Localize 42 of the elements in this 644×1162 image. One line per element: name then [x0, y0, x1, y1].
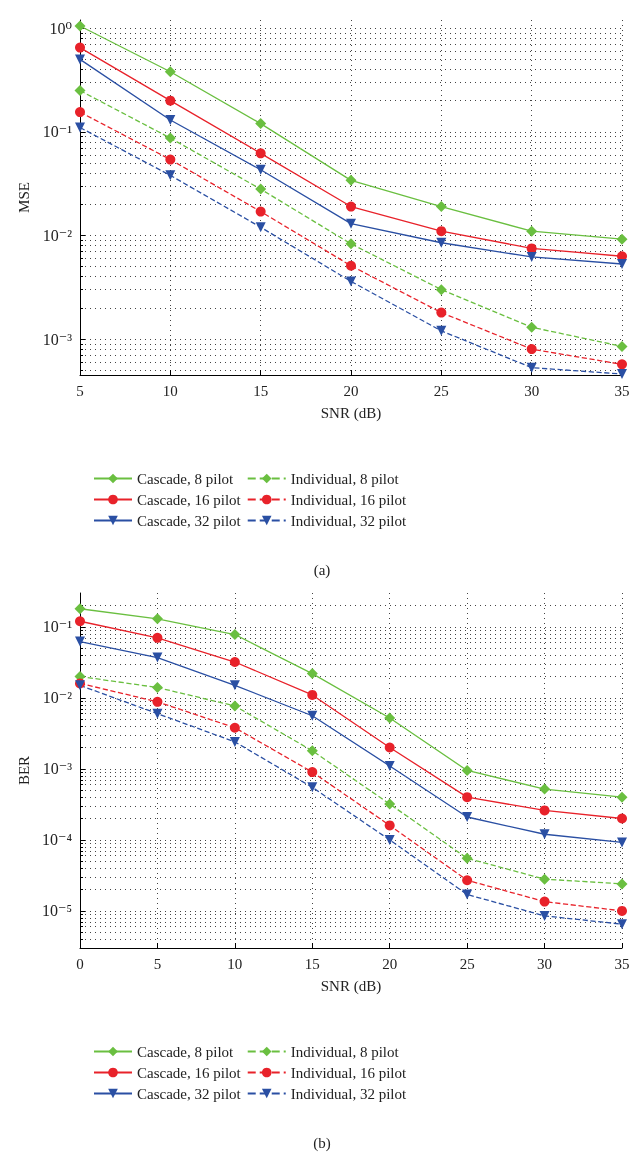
legend-label: Cascade, 32 pilot [137, 512, 242, 529]
y-tick-label: 10⁻³ [42, 330, 73, 348]
legend-label: Individual, 32 pilot [290, 512, 407, 529]
y-tick-label: 10⁻¹ [42, 618, 73, 636]
y-axis-title: MSE [16, 182, 33, 213]
text: (b) [313, 1134, 331, 1152]
legend-label: Individual, 16 pilot [290, 1064, 407, 1081]
y-tick-label: 10⁰ [49, 19, 72, 37]
x-tick-label: 15 [253, 382, 269, 399]
x-tick-label: 25 [459, 955, 475, 972]
x-tick-label: 20 [382, 955, 398, 972]
legend-label: Cascade, 8 pilot [137, 1043, 235, 1060]
y-tick-label: 10⁻² [42, 689, 73, 707]
text: (a) [313, 561, 331, 579]
x-tick-label: 25 [433, 382, 449, 399]
x-tick-label: 0 [76, 955, 84, 972]
x-tick-label: 20 [343, 382, 359, 399]
y-tick-label: 10⁻⁵ [41, 902, 72, 920]
x-axis-title: SNR (dB) [320, 977, 382, 995]
x-tick-label: 35 [614, 382, 630, 399]
x-tick-label: 5 [76, 382, 84, 399]
x-axis-title: SNR (dB) [320, 404, 382, 422]
x-tick-label: 30 [524, 382, 540, 399]
legend-label: Cascade, 8 pilot [137, 470, 235, 487]
y-tick-label: 10⁻² [42, 226, 73, 244]
x-tick-label: 35 [614, 955, 630, 972]
legend-label: Individual, 8 pilot [290, 470, 400, 487]
y-axis-title: BER [15, 755, 32, 786]
y-tick-label: 10⁻³ [42, 760, 73, 778]
x-tick-label: 10 [162, 382, 178, 399]
x-tick-label: 15 [304, 955, 320, 972]
y-tick-label: 10⁻¹ [42, 123, 73, 141]
legend-label: Cascade, 32 pilot [137, 1085, 242, 1102]
legend-label: Individual, 8 pilot [290, 1043, 400, 1060]
x-tick-label: 10 [227, 955, 243, 972]
legend-label: Individual, 16 pilot [290, 491, 407, 508]
legend-label: Cascade, 16 pilot [137, 1064, 242, 1081]
y-tick-label: 10⁻⁴ [41, 831, 73, 849]
legend-label: Individual, 32 pilot [290, 1085, 407, 1102]
legend-label: Cascade, 16 pilot [137, 491, 242, 508]
x-tick-label: 5 [153, 955, 162, 972]
x-tick-label: 30 [537, 955, 553, 972]
